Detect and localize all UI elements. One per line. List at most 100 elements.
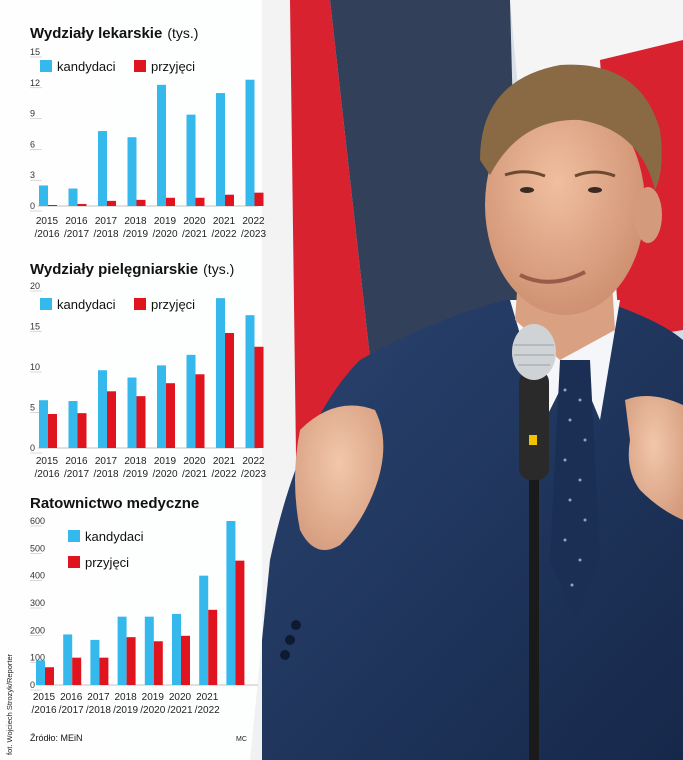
legend-swatch-kandydaci — [40, 60, 52, 72]
category-label-year: 2018 — [124, 456, 147, 467]
bar-przyjeci-6 — [225, 194, 234, 206]
chart-title: Wydziały pielęgniarskie (tys.) — [30, 261, 234, 278]
category-label-year: 2015 — [36, 456, 59, 467]
y-tick-label: 20 — [30, 281, 40, 291]
bar-kandydaci-2 — [90, 639, 100, 685]
y-tick-label: 100 — [30, 653, 45, 663]
category-label-year-end: /2018 — [93, 469, 118, 480]
bar-kandydaci-3 — [127, 377, 137, 448]
category-label-year-end: /2021 — [167, 705, 192, 716]
category-label-year-end: /2018 — [93, 229, 118, 240]
y-tick-label: 15 — [30, 322, 40, 332]
category-label-year-end: /2023 — [241, 469, 266, 480]
y-tick-label: 0 — [30, 680, 35, 690]
chart-title-text: Ratownictwo medyczne — [30, 495, 199, 512]
sleeve-buttons — [280, 620, 301, 660]
bar-kandydaci-7 — [245, 79, 255, 206]
category-label-year-end: /2016 — [31, 705, 56, 716]
bar-przyjeci-4 — [166, 383, 175, 448]
category-label-year-end: /2019 — [123, 469, 148, 480]
chart-title-unit: (tys.) — [167, 25, 198, 41]
category-label-year-end: /2023 — [241, 229, 266, 240]
chart-title-text: Wydziały pielęgniarskie — [30, 261, 198, 278]
category-label-year-end: /2017 — [64, 229, 89, 240]
hand-left — [295, 405, 384, 550]
bar-kandydaci-4 — [157, 365, 166, 448]
category-label-year-end: /2022 — [195, 705, 220, 716]
bar-kandydaci-5 — [172, 613, 181, 685]
bar-przyjeci-2 — [107, 200, 116, 206]
category-label-year: 2016 — [65, 456, 88, 467]
bar-przyjeci-3 — [126, 637, 136, 685]
category-label-year: 2020 — [183, 456, 206, 467]
category-label-year: 2022 — [242, 456, 265, 467]
y-tick-label: 15 — [30, 47, 40, 57]
bar-kandydaci-0 — [39, 185, 48, 206]
category-label-year-end: /2020 — [152, 229, 177, 240]
bar-przyjeci-3 — [136, 199, 146, 206]
bar-przyjeci-6 — [225, 332, 234, 448]
bar-przyjeci-6 — [208, 609, 218, 685]
tie-pattern — [563, 388, 587, 587]
bar-kandydaci-6 — [216, 298, 225, 448]
bar-kandydaci-6 — [199, 575, 209, 685]
bar-kandydaci-0 — [39, 400, 48, 448]
bar-kandydaci-4 — [144, 616, 154, 685]
category-label-year-end: /2019 — [113, 705, 138, 716]
category-label-year: 2015 — [33, 692, 56, 703]
y-tick-label: 0 — [30, 443, 35, 453]
legend-label: kandydaci — [85, 529, 144, 544]
y-tick-label: 200 — [30, 625, 45, 635]
y-tick-label: 0 — [30, 201, 35, 211]
category-label-year: 2019 — [154, 456, 177, 467]
legend-swatch-przyjeci — [134, 60, 146, 72]
chart-3: Ratownictwo medyczne 0 100 200 300 400 500 600 k… — [30, 495, 258, 716]
bar-przyjeci-0 — [48, 204, 57, 206]
bar-kandydaci-7 — [245, 315, 255, 448]
bar-kandydaci-4 — [157, 84, 166, 206]
y-tick-label: 10 — [30, 362, 40, 372]
y-tick-label: 400 — [30, 571, 45, 581]
bar-przyjeci-7 — [254, 346, 264, 448]
legend-label: przyjęci — [85, 555, 129, 570]
legend-swatch-kandydaci — [40, 298, 52, 310]
category-label-year: 2021 — [196, 692, 219, 703]
bar-kandydaci-1 — [63, 634, 73, 685]
legend-swatch-kandydaci — [68, 530, 80, 542]
bar-przyjeci-0 — [45, 667, 54, 685]
category-label-year-end: /2022 — [211, 469, 236, 480]
legend-swatch-przyjeci — [134, 298, 146, 310]
category-label-year: 2021 — [213, 456, 236, 467]
y-tick-label: 12 — [30, 78, 40, 88]
chart-title: Ratownictwo medyczne — [30, 495, 199, 512]
bar-przyjeci-1 — [72, 657, 82, 685]
signature: MC — [236, 736, 247, 743]
chart-layer: Wydziały lekarskie (tys.) 0 3 6 9 12 15 kandydac… — [30, 25, 266, 716]
bar-kandydaci-3 — [117, 616, 127, 685]
category-label-year: 2016 — [60, 692, 83, 703]
microphone-stand — [529, 470, 539, 760]
bar-przyjeci-3 — [136, 396, 146, 448]
y-tick-label: 500 — [30, 543, 45, 553]
chart-title-unit: (tys.) — [203, 261, 234, 277]
bar-kandydaci-1 — [68, 188, 78, 206]
category-label-year-end: /2020 — [140, 705, 165, 716]
bar-przyjeci-5 — [181, 635, 190, 685]
bar-przyjeci-5 — [195, 197, 205, 206]
chart-title: Wydziały lekarskie (tys.) — [30, 25, 198, 42]
category-label-year-end: /2017 — [64, 469, 89, 480]
category-label-year: 2021 — [213, 216, 236, 227]
category-label-year-end: /2017 — [59, 705, 84, 716]
y-tick-label: 5 — [30, 403, 35, 413]
category-label-year: 2017 — [95, 216, 118, 227]
bar-przyjeci-4 — [153, 641, 163, 685]
bar-kandydaci-2 — [98, 131, 107, 206]
bar-przyjeci-5 — [195, 374, 205, 448]
bar-przyjeci-1 — [77, 203, 87, 206]
y-tick-label: 3 — [30, 170, 35, 180]
category-label-year-end: /2019 — [123, 229, 148, 240]
bar-kandydaci-1 — [68, 401, 78, 448]
category-label-year: 2022 — [242, 216, 265, 227]
